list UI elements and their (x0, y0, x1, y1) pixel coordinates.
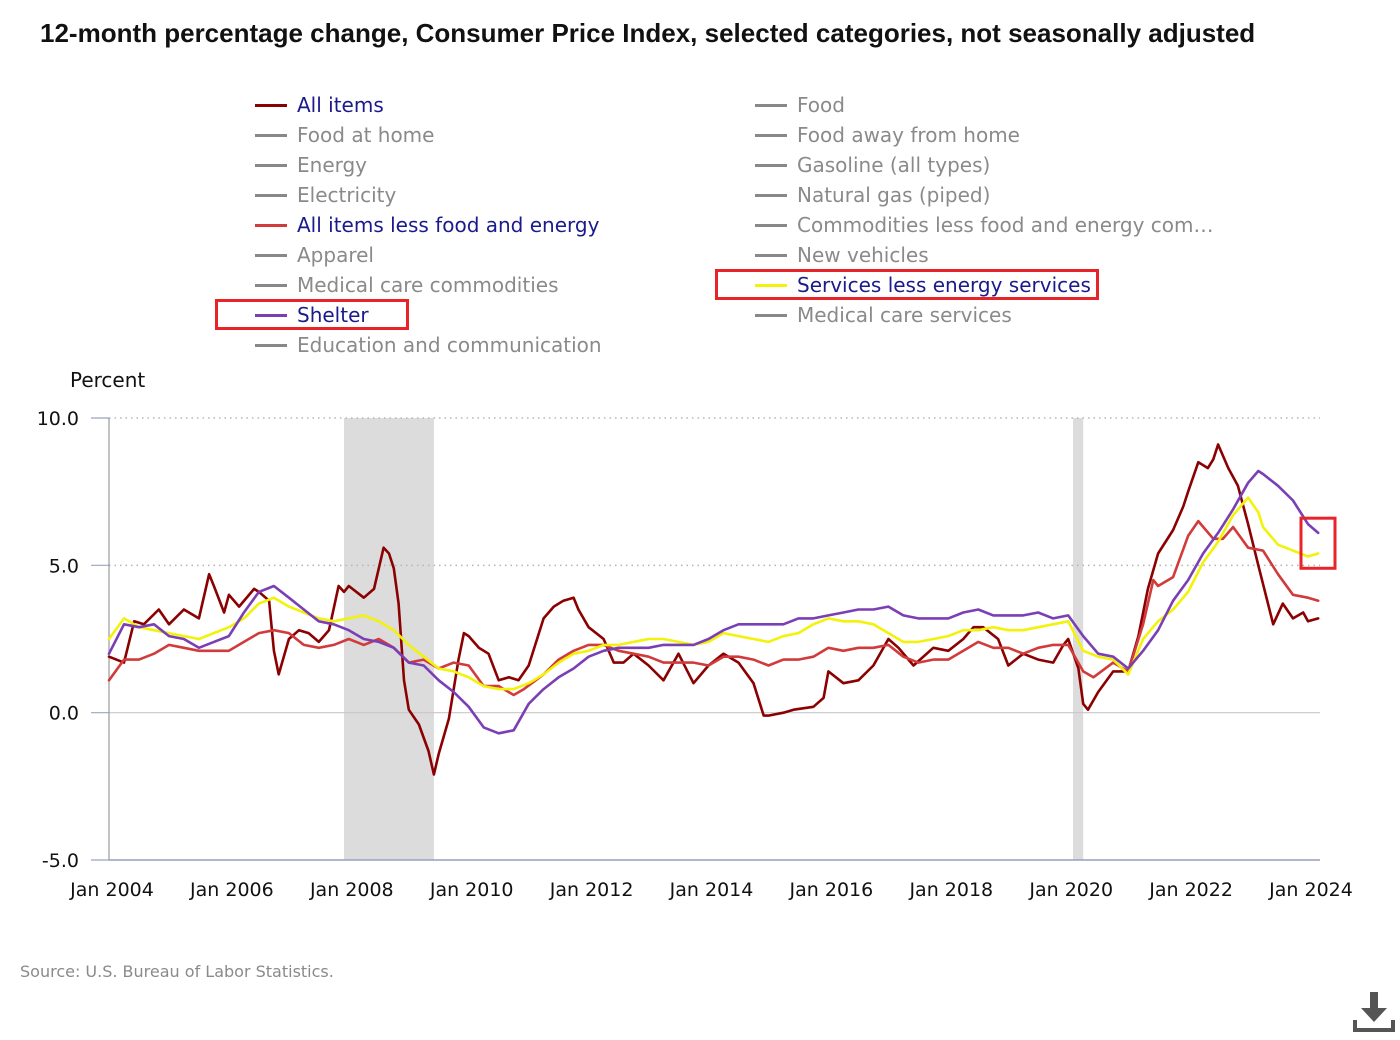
legend-label: Electricity (297, 183, 397, 207)
legend-swatch (255, 193, 287, 197)
legend-label: Medical care services (797, 303, 1012, 327)
legend-swatch (755, 103, 787, 107)
legend-label: Services less energy services (797, 273, 1091, 297)
legend-label: All items (297, 93, 384, 117)
legend-swatch (255, 313, 287, 317)
legend-item-food[interactable]: Food (755, 90, 845, 120)
legend-label: Apparel (297, 243, 374, 267)
legend-swatch (255, 343, 287, 347)
legend-swatch (755, 313, 787, 317)
legend-item-education-and-communication[interactable]: Education and communication (255, 330, 602, 360)
legend-label: Natural gas (piped) (797, 183, 991, 207)
legend-label: Gasoline (all types) (797, 153, 991, 177)
legend-item-natural-gas-piped[interactable]: Natural gas (piped) (755, 180, 990, 210)
legend-label: Education and communication (297, 333, 602, 357)
legend-item-all-items-less-food-and-energy[interactable]: All items less food and energy (255, 210, 599, 240)
legend-item-commodities-less-food-and-energy-com[interactable]: Commodities less food and energy com… (755, 210, 1214, 240)
legend-item-all-items[interactable]: All items (255, 90, 384, 120)
legend-item-gasoline-all-types[interactable]: Gasoline (all types) (755, 150, 990, 180)
x-tick-label: Jan 2024 (1268, 879, 1353, 900)
x-tick-label: Jan 2010 (429, 879, 514, 900)
highlight-boxes (1299, 516, 1337, 570)
legend-item-food-at-home[interactable]: Food at home (255, 120, 434, 150)
y-tick-label: 0.0 (49, 703, 79, 725)
legend-item-services-less-energy-services[interactable]: Services less energy services (755, 270, 1091, 300)
x-tick-label: Jan 2004 (69, 879, 154, 900)
legend-item-medical-care-commodities[interactable]: Medical care commodities (255, 270, 558, 300)
x-tick-label: Jan 2020 (1028, 879, 1113, 900)
x-tick-label: Jan 2006 (189, 879, 274, 900)
legend-swatch (755, 193, 787, 197)
line-chart: -5.0 0.0 5.0 10.0 Jan 2004 Jan 2006 Jan 2008 Ja… (37, 408, 1353, 900)
axes: -5.0 0.0 5.0 10.0 Jan 2004 Jan 2006 Jan 2008 Ja… (37, 408, 1353, 900)
legend-swatch (255, 163, 287, 167)
y-tick-label: -5.0 (42, 850, 79, 872)
x-tick-label: Jan 2018 (908, 879, 993, 900)
x-tick-label: Jan 2008 (309, 879, 394, 900)
legend-label: Food away from home (797, 123, 1020, 147)
latest-values-highlight-box (1299, 516, 1337, 570)
legend-swatch (755, 163, 787, 167)
download-icon (1353, 992, 1395, 1032)
legend-swatch (755, 253, 787, 257)
legend-label: Food (797, 93, 845, 117)
source-note: Source: U.S. Bureau of Labor Statistics. (20, 962, 334, 981)
legend-item-electricity[interactable]: Electricity (255, 180, 396, 210)
x-tick-label: Jan 2014 (669, 879, 754, 900)
legend-swatch (255, 103, 287, 107)
legend-swatch (255, 283, 287, 287)
legend-swatch (255, 253, 287, 257)
legend-label: Energy (297, 153, 368, 177)
x-tick-label: Jan 2012 (549, 879, 634, 900)
y-axis-label: Percent (70, 368, 146, 392)
legend-item-new-vehicles[interactable]: New vehicles (755, 240, 929, 270)
legend-item-medical-care-services[interactable]: Medical care services (755, 300, 1012, 330)
legend-swatch (755, 283, 787, 287)
legend-swatch (255, 223, 287, 227)
chart-title: 12-month percentage change, Consumer Pri… (40, 18, 1256, 48)
download-button[interactable] (1352, 990, 1396, 1034)
legend-label: Commodities less food and energy com… (797, 213, 1214, 237)
legend-label: New vehicles (797, 243, 929, 267)
legend-item-food-away-from-home[interactable]: Food away from home (755, 120, 1020, 150)
series-line-all-items-less-food-and-energy[interactable] (107, 519, 1320, 697)
legend-swatch (255, 133, 287, 137)
recession-band-1 (344, 418, 434, 860)
legend-label: Food at home (297, 123, 435, 147)
y-tick-label: 10.0 (37, 408, 79, 430)
legend-item-apparel[interactable]: Apparel (255, 240, 374, 270)
legend-highlight-box (215, 299, 409, 330)
y-tick-label: 5.0 (49, 555, 79, 577)
legend-highlight-box (715, 269, 1099, 300)
legend-label: Shelter (297, 303, 369, 327)
series-line-shelter[interactable] (107, 469, 1320, 735)
legend-item-shelter[interactable]: Shelter (255, 300, 369, 330)
legend-label: All items less food and energy (297, 213, 600, 237)
legend-item-energy[interactable]: Energy (255, 150, 367, 180)
legend-swatch (755, 133, 787, 137)
x-tick-label: Jan 2022 (1148, 879, 1233, 900)
series-lines (107, 443, 1320, 776)
legend-swatch (755, 223, 787, 227)
series-line-all-items[interactable] (107, 443, 1320, 776)
x-tick-label: Jan 2016 (789, 879, 874, 900)
legend-label: Medical care commodities (297, 273, 559, 297)
